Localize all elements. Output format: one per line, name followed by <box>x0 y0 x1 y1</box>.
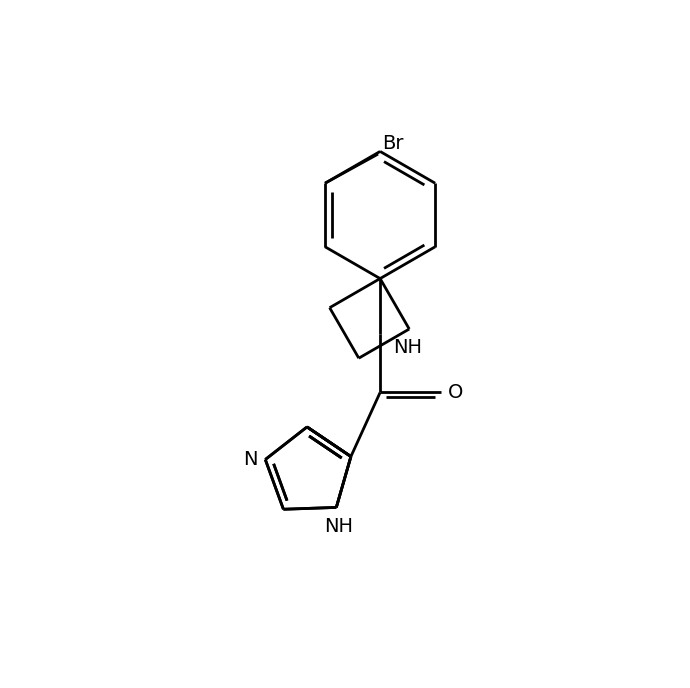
Text: Br: Br <box>382 134 404 153</box>
Text: N: N <box>244 450 258 469</box>
Text: NH: NH <box>393 338 422 358</box>
Text: O: O <box>447 383 463 402</box>
Text: NH: NH <box>324 517 353 536</box>
